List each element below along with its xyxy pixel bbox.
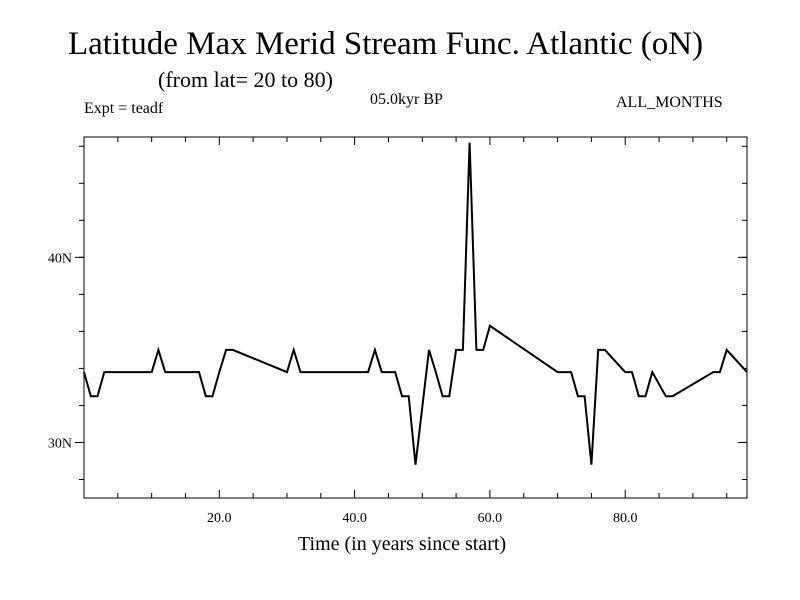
months-label: ALL_MONTHS [616, 94, 723, 111]
x-tick-label: 60.0 [478, 511, 503, 526]
y-tick-label: 40N [48, 251, 72, 266]
x-tick-label: 40.0 [342, 511, 367, 526]
chart-subtitle: (from lat= 20 to 80) [158, 67, 333, 92]
experiment-label: Expt = teadf [84, 100, 164, 117]
period-label: 05.0kyr BP [370, 91, 443, 108]
x-tick-label: 20.0 [207, 511, 232, 526]
chart-title: Latitude Max Merid Stream Func. Atlantic… [68, 26, 704, 62]
plot-frame [83, 136, 748, 499]
y-tick-label: 30N [48, 436, 72, 451]
x-axis-label: Time (in years since start) [298, 533, 507, 555]
x-tick-label: 80.0 [613, 511, 638, 526]
series-line [83, 142, 748, 465]
